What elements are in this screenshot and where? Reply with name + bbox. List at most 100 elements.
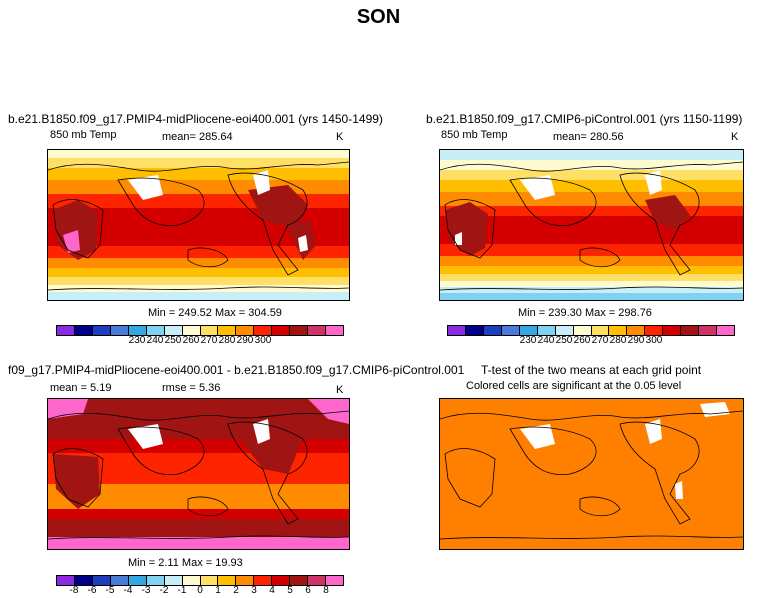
colorbar-swatch (200, 326, 219, 335)
panel-title-top-right: b.e21.B1850.f09_g17.CMIP6-piControl.001 … (426, 112, 743, 126)
colorbar-tick-label: 290 (627, 335, 645, 346)
colorbar-tick-label: 2 (233, 585, 239, 596)
colorbar-swatch (128, 576, 147, 585)
colorbar-swatch (200, 576, 219, 585)
colorbar-swatch (465, 326, 484, 335)
colorbar-top-left (56, 325, 344, 336)
minmax-label-bottom-left: Min = 2.11 Max = 19.93 (128, 557, 243, 569)
colorbar-swatch (272, 576, 291, 585)
colorbar-tick-label: 8 (323, 585, 329, 596)
rmse-label-bottom-left: rmse = 5.36 (162, 382, 221, 394)
colorbar-swatch (290, 326, 309, 335)
panel-title-top-left: b.e21.B1850.f09_g17.PMIP4-midPliocene-eo… (8, 112, 383, 126)
colorbar-swatch (609, 326, 628, 335)
colorbar-swatch (326, 576, 343, 585)
colorbar-swatch (218, 576, 237, 585)
map-bottom-left (47, 398, 350, 550)
colorbar-swatch (326, 326, 343, 335)
colorbar-swatch (448, 326, 466, 335)
map-top-left (47, 149, 350, 301)
map-bottom-right (439, 398, 744, 550)
colorbar-swatch (92, 326, 111, 335)
colorbar-swatch (537, 326, 556, 335)
colorbar-swatch (519, 326, 538, 335)
colorbar-swatch (128, 326, 147, 335)
colorbar-swatch (483, 326, 502, 335)
colorbar-tick-label: 1 (215, 585, 221, 596)
variable-label-top-left: 850 mb Temp (50, 129, 117, 141)
colorbar-swatch (164, 326, 183, 335)
colorbar-swatch (146, 576, 165, 585)
colorbar-swatch (182, 576, 201, 585)
colorbar-tick-label: 300 (645, 335, 663, 346)
colorbar-swatch (110, 326, 129, 335)
colorbar-swatch (699, 326, 718, 335)
colorbar-tick-label: 290 (236, 335, 254, 346)
colorbar-swatch (681, 326, 700, 335)
colorbar-swatch (164, 576, 183, 585)
colorbar-tick-label: 230 (519, 335, 537, 346)
colorbar-swatch (717, 326, 734, 335)
colorbar-swatch (146, 326, 165, 335)
mean-label-bottom-left: mean = 5.19 (50, 382, 112, 394)
units-label-top-left: K (336, 131, 344, 143)
colorbar-swatch (74, 576, 93, 585)
colorbar-tick-label: -1 (177, 585, 187, 596)
colorbar-tick-label: -4 (123, 585, 133, 596)
figure-title: SON (356, 6, 401, 28)
colorbar-tick-label: 3 (251, 585, 257, 596)
colorbar-swatch (272, 326, 291, 335)
colorbar-tick-label: 300 (254, 335, 272, 346)
panel-title-bottom-left: f09_g17.PMIP4-midPliocene-eoi400.001 - b… (8, 363, 465, 377)
colorbar-tick-label: 6 (305, 585, 311, 596)
colorbar-swatch (57, 326, 75, 335)
colorbar-bottom-left (56, 575, 344, 586)
colorbar-swatch (573, 326, 592, 335)
colorbar-tick-label: 0 (197, 585, 203, 596)
colorbar-tick-label: -5 (105, 585, 115, 596)
colorbar-swatch (92, 576, 111, 585)
colorbar-swatch (254, 576, 273, 585)
colorbar-tick-label: 270 (200, 335, 218, 346)
colorbar-tick-label: 230 (128, 335, 146, 346)
colorbar-tick-label: 280 (218, 335, 236, 346)
colorbar-swatch (627, 326, 646, 335)
colorbar-swatch (182, 326, 201, 335)
colorbar-tick-label: 5 (287, 585, 293, 596)
colorbar-swatch (290, 576, 309, 585)
colorbar-swatch (663, 326, 682, 335)
colorbar-swatch (254, 326, 273, 335)
variable-label-top-right: 850 mb Temp (441, 129, 508, 141)
colorbar-swatch (555, 326, 574, 335)
colorbar-tick-label: 250 (164, 335, 182, 346)
map-top-right (439, 149, 744, 301)
units-label-top-right: K (731, 131, 739, 143)
colorbar-swatch (236, 326, 255, 335)
colorbar-swatch (74, 326, 93, 335)
colorbar-tick-label: 270 (591, 335, 609, 346)
colorbar-tick-label: -2 (159, 585, 169, 596)
colorbar-tick-label: 250 (555, 335, 573, 346)
colorbar-tick-label: 260 (573, 335, 591, 346)
minmax-label-top-right: Min = 239.30 Max = 298.76 (518, 307, 652, 319)
colorbar-tick-label: 280 (609, 335, 627, 346)
colorbar-tick-label: -6 (87, 585, 97, 596)
colorbar-tick-label: 240 (146, 335, 164, 346)
mean-label-top-right: mean= 280.56 (553, 131, 624, 143)
colorbar-tick-label: 4 (269, 585, 275, 596)
colorbar-tick-label: -3 (141, 585, 151, 596)
colorbar-tick-label: 260 (182, 335, 200, 346)
colorbar-swatch (110, 576, 129, 585)
colorbar-swatch (236, 576, 255, 585)
mean-label-top-left: mean= 285.64 (162, 131, 233, 143)
colorbar-swatch (218, 326, 237, 335)
panel-subtitle-bottom-right: Colored cells are significant at the 0.0… (466, 380, 682, 392)
colorbar-swatch (308, 326, 327, 335)
colorbar-swatch (591, 326, 610, 335)
minmax-label-top-left: Min = 249.52 Max = 304.59 (148, 307, 282, 319)
colorbar-swatch (57, 576, 75, 585)
colorbar-tick-label: 240 (537, 335, 555, 346)
colorbar-swatch (501, 326, 520, 335)
panel-title-bottom-right: T-test of the two means at each grid poi… (481, 363, 702, 377)
colorbar-tick-label: -8 (69, 585, 79, 596)
